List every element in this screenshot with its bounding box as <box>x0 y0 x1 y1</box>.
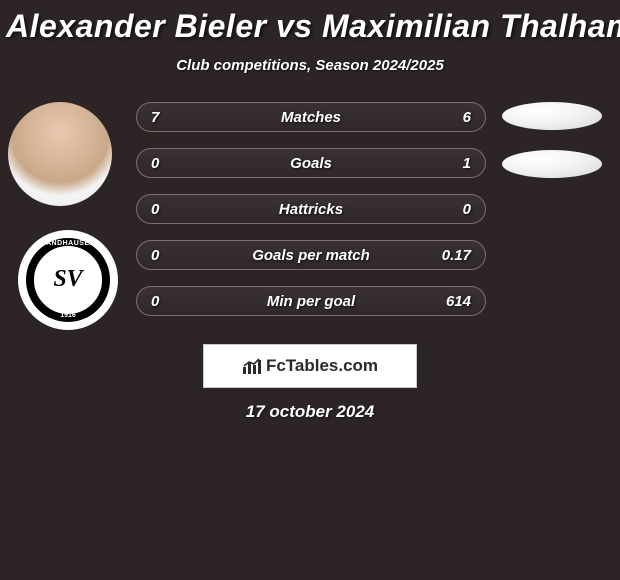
stat-label: Goals per match <box>201 247 421 264</box>
stat-left-value: 0 <box>151 293 201 310</box>
stat-row-hattricks: 0 Hattricks 0 <box>136 194 486 224</box>
stat-left-value: 0 <box>151 201 201 218</box>
stat-right-value: 614 <box>421 293 471 310</box>
date-text: 17 october 2024 <box>0 402 620 422</box>
stat-right-value: 1 <box>421 155 471 172</box>
badge-center-text: SV <box>53 270 82 289</box>
stat-right-value: 6 <box>421 109 471 126</box>
stat-left-value: 0 <box>151 247 201 264</box>
stat-label: Min per goal <box>201 293 421 310</box>
player-avatar-left <box>8 102 112 206</box>
player-avatar-right <box>502 102 602 130</box>
stat-left-value: 0 <box>151 155 201 172</box>
stat-label: Matches <box>201 109 421 126</box>
stat-row-goals: 0 Goals 1 <box>136 148 486 178</box>
badge-top-text: SANDHAUSEN <box>34 240 102 247</box>
page-title: Alexander Bieler vs Maximilian Thalhamme… <box>0 0 620 45</box>
club-badge-right <box>502 150 602 178</box>
page-subtitle: Club competitions, Season 2024/2025 <box>0 45 620 92</box>
brand-box[interactable]: FcTables.com <box>203 344 417 388</box>
club-badge-inner: SANDHAUSEN SV 1916 <box>26 238 110 322</box>
stat-right-value: 0 <box>421 201 471 218</box>
stat-row-gpm: 0 Goals per match 0.17 <box>136 240 486 270</box>
club-badge-left: SANDHAUSEN SV 1916 <box>18 230 118 330</box>
stat-row-mpg: 0 Min per goal 614 <box>136 286 486 316</box>
stat-label: Goals <box>201 155 421 172</box>
stat-row-matches: 7 Matches 6 <box>136 102 486 132</box>
badge-bottom-text: 1916 <box>34 312 102 319</box>
stat-left-value: 7 <box>151 109 201 126</box>
stat-right-value: 0.17 <box>421 247 471 264</box>
stat-label: Hattricks <box>201 201 421 218</box>
stat-rows: 7 Matches 6 0 Goals 1 0 Hattricks 0 0 Go… <box>136 102 486 332</box>
brand-text: FcTables.com <box>266 356 378 376</box>
chart-icon <box>242 357 262 375</box>
